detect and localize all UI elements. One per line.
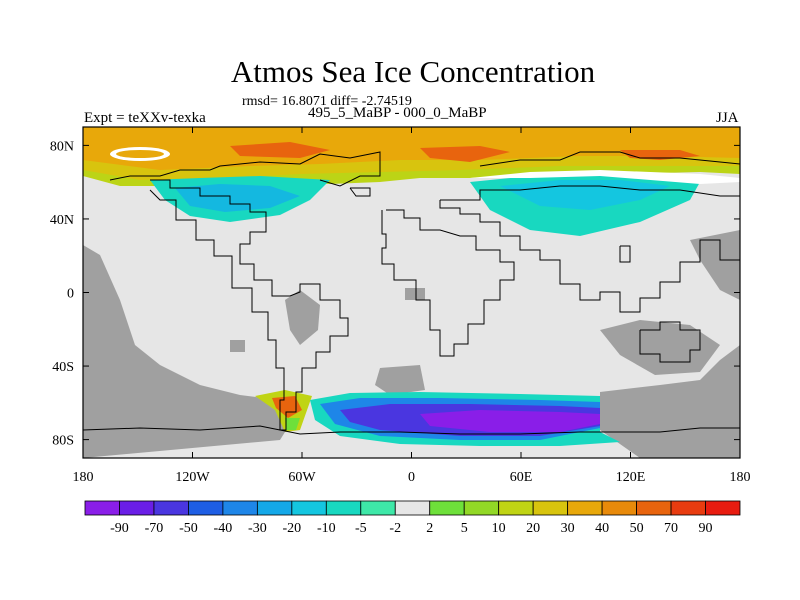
coastline bbox=[639, 321, 701, 363]
land-region bbox=[405, 288, 425, 300]
colorbar-swatch bbox=[636, 500, 672, 516]
x-tick-label: 60W bbox=[288, 470, 316, 485]
y-tick-label: 0 bbox=[67, 287, 74, 302]
y-tick-label: 40N bbox=[50, 213, 74, 228]
colorbar-label: 10 bbox=[492, 521, 506, 536]
colorbar: -90 -70 -50 -40 -30 -20 -10 -5 -2 2 5 10 20 30 40 50 70 9… bbox=[84, 500, 741, 536]
comparison-label: 495_5_MaBP - 000_0_MaBP bbox=[308, 105, 487, 121]
colorbar-swatch bbox=[256, 500, 293, 516]
y-tick-label: 40S bbox=[52, 360, 74, 375]
coastline bbox=[83, 425, 740, 435]
x-tick-label: 180 bbox=[730, 470, 751, 485]
land-mask bbox=[83, 230, 740, 458]
rmsd-diff-stats: rmsd= 16.8071 diff= -2.74519 bbox=[242, 94, 412, 109]
anomaly-band bbox=[83, 127, 740, 170]
colorbar-swatch bbox=[463, 500, 500, 516]
x-axis: 180 120W 60W 0 60E 120E 180 bbox=[73, 127, 751, 485]
coastline bbox=[619, 245, 631, 263]
colorbar-label: -50 bbox=[179, 521, 198, 536]
coastline bbox=[381, 209, 515, 357]
x-tick-label: 180 bbox=[73, 470, 94, 485]
anomaly-core bbox=[420, 410, 600, 432]
land-region bbox=[230, 340, 245, 352]
x-tick-label: 120W bbox=[175, 470, 210, 485]
colorbar-label: -2 bbox=[389, 521, 401, 536]
coastline bbox=[439, 185, 740, 313]
colorbar-label: 90 bbox=[699, 521, 713, 536]
season-label: JJA bbox=[716, 110, 739, 126]
colorbar-swatch bbox=[394, 500, 431, 516]
coastline bbox=[109, 151, 381, 187]
colorbar-label: 5 bbox=[461, 521, 468, 536]
coastlines bbox=[83, 151, 740, 435]
colorbar-swatch bbox=[567, 500, 603, 516]
colorbar-label: -30 bbox=[248, 521, 267, 536]
colorbar-swatch bbox=[601, 500, 637, 516]
land-region bbox=[690, 230, 740, 300]
colorbar-label: -10 bbox=[317, 521, 336, 536]
coastline bbox=[149, 179, 349, 431]
land-region bbox=[83, 245, 300, 458]
anomaly-core bbox=[420, 146, 510, 162]
colorbar-label: 40 bbox=[595, 521, 609, 536]
colorbar-swatch bbox=[705, 500, 741, 516]
colorbar-swatch bbox=[153, 500, 189, 516]
y-tick-label: 80S bbox=[52, 434, 74, 449]
anomaly-core bbox=[230, 142, 330, 158]
y-tick-label: 80N bbox=[50, 139, 74, 154]
colorbar-swatch bbox=[429, 500, 465, 516]
colorbar-label: 50 bbox=[630, 521, 644, 536]
southern-negative-anomaly bbox=[310, 392, 620, 446]
colorbar-swatch bbox=[84, 500, 120, 516]
x-tick-label: 60E bbox=[510, 470, 533, 485]
colorbar-label: 20 bbox=[526, 521, 540, 536]
land-region bbox=[600, 345, 740, 458]
colorbar-swatch bbox=[222, 500, 258, 516]
colorbar-swatch bbox=[188, 500, 224, 516]
zero-contour bbox=[470, 170, 740, 184]
coastline bbox=[349, 187, 371, 197]
anomaly-core bbox=[285, 418, 300, 430]
anomaly-core bbox=[116, 150, 164, 158]
colorbar-label: 70 bbox=[664, 521, 678, 536]
coastline bbox=[479, 151, 740, 167]
colorbar-label: -40 bbox=[214, 521, 233, 536]
colorbar-swatch bbox=[670, 500, 706, 516]
colorbar-label: 2 bbox=[426, 521, 433, 536]
colorbar-label: -20 bbox=[283, 521, 302, 536]
colorbar-swatch bbox=[291, 500, 327, 516]
y-axis: 80N 40N 0 40S 80S bbox=[50, 139, 740, 449]
colorbar-swatch bbox=[119, 500, 155, 516]
x-tick-label: 120E bbox=[616, 470, 646, 485]
colorbar-label: -5 bbox=[355, 521, 367, 536]
colorbar-label: 30 bbox=[561, 521, 575, 536]
chart-title: Atmos Sea Ice Concentration bbox=[230, 54, 596, 89]
colorbar-label: -90 bbox=[110, 521, 129, 536]
colorbar-swatch bbox=[532, 500, 569, 516]
colorbar-swatch bbox=[360, 500, 396, 516]
land-region bbox=[285, 290, 320, 345]
anomaly-core bbox=[175, 184, 300, 212]
colorbar-swatch bbox=[325, 500, 362, 516]
land-region bbox=[375, 365, 425, 395]
colorbar-label: -70 bbox=[145, 521, 164, 536]
x-tick-label: 0 bbox=[408, 470, 415, 485]
experiment-label: Expt = teXXv-texka bbox=[84, 110, 206, 126]
colorbar-swatch bbox=[498, 500, 534, 516]
